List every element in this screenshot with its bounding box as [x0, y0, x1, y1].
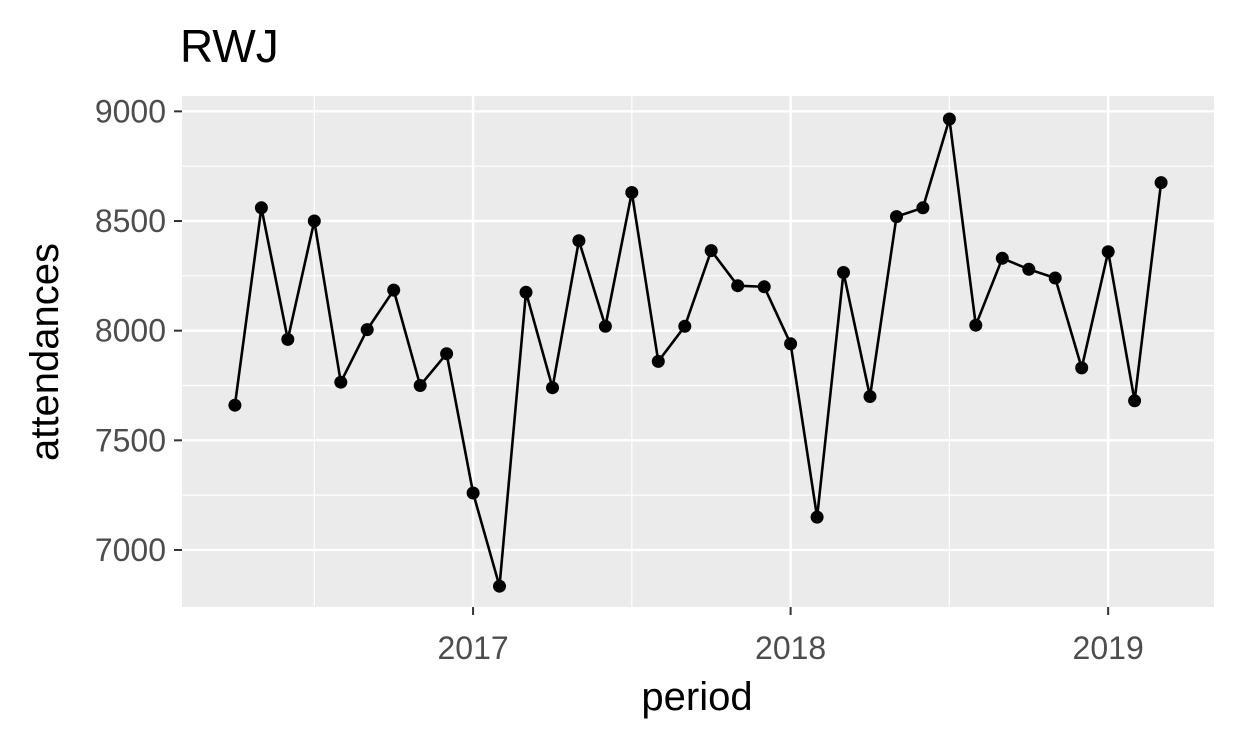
data-point: [387, 283, 401, 297]
series-points-group: [228, 112, 1168, 593]
data-point: [519, 285, 533, 299]
data-point: [837, 266, 850, 279]
y-axis-title: attendances: [23, 243, 67, 461]
data-point: [307, 214, 321, 228]
data-point: [942, 112, 956, 126]
data-point: [784, 337, 798, 351]
x-tick-label: 2017: [437, 630, 508, 666]
data-point: [890, 210, 903, 224]
x-tick-label: 2018: [755, 630, 826, 666]
data-point: [228, 398, 242, 412]
data-point: [1101, 245, 1115, 259]
data-point: [863, 390, 877, 403]
data-point: [810, 510, 824, 524]
data-point: [1128, 394, 1142, 408]
data-point: [678, 319, 692, 333]
y-tick-label: 7000: [95, 532, 166, 568]
plot-panel: [182, 96, 1214, 607]
data-point: [254, 201, 268, 215]
data-point: [440, 347, 454, 361]
data-point: [916, 201, 930, 215]
data-point: [1022, 262, 1036, 276]
data-point: [572, 234, 586, 248]
x-axis-tick-labels: 2017 2018 2019: [437, 630, 1143, 666]
data-point: [466, 486, 480, 500]
data-point: [704, 244, 718, 258]
y-tick-label: 7500: [95, 422, 166, 458]
data-point: [757, 280, 771, 294]
data-point: [493, 579, 506, 593]
data-point: [731, 279, 745, 293]
x-axis-title: period: [641, 675, 752, 719]
data-point: [546, 381, 559, 395]
y-tick-label: 8500: [95, 203, 166, 239]
data-point: [360, 323, 374, 337]
minor-gridlines: [182, 96, 1214, 607]
y-tick-label: 8000: [95, 313, 166, 349]
data-point: [969, 318, 983, 332]
data-point: [413, 379, 427, 392]
data-point: [1075, 361, 1089, 375]
data-point: [995, 251, 1009, 265]
data-point: [281, 332, 295, 346]
axis-ticks: [174, 110, 1110, 615]
data-point: [1048, 271, 1062, 285]
chart-title: RWJ: [180, 20, 279, 72]
y-axis-tick-labels: 7000 7500 8000 8500 9000: [95, 93, 166, 568]
data-point: [651, 354, 665, 368]
data-point: [334, 375, 348, 389]
data-point: [598, 319, 612, 333]
x-tick-label: 2019: [1073, 630, 1144, 666]
data-point: [1154, 176, 1168, 190]
y-tick-label: 9000: [95, 93, 166, 129]
data-point: [625, 186, 639, 199]
